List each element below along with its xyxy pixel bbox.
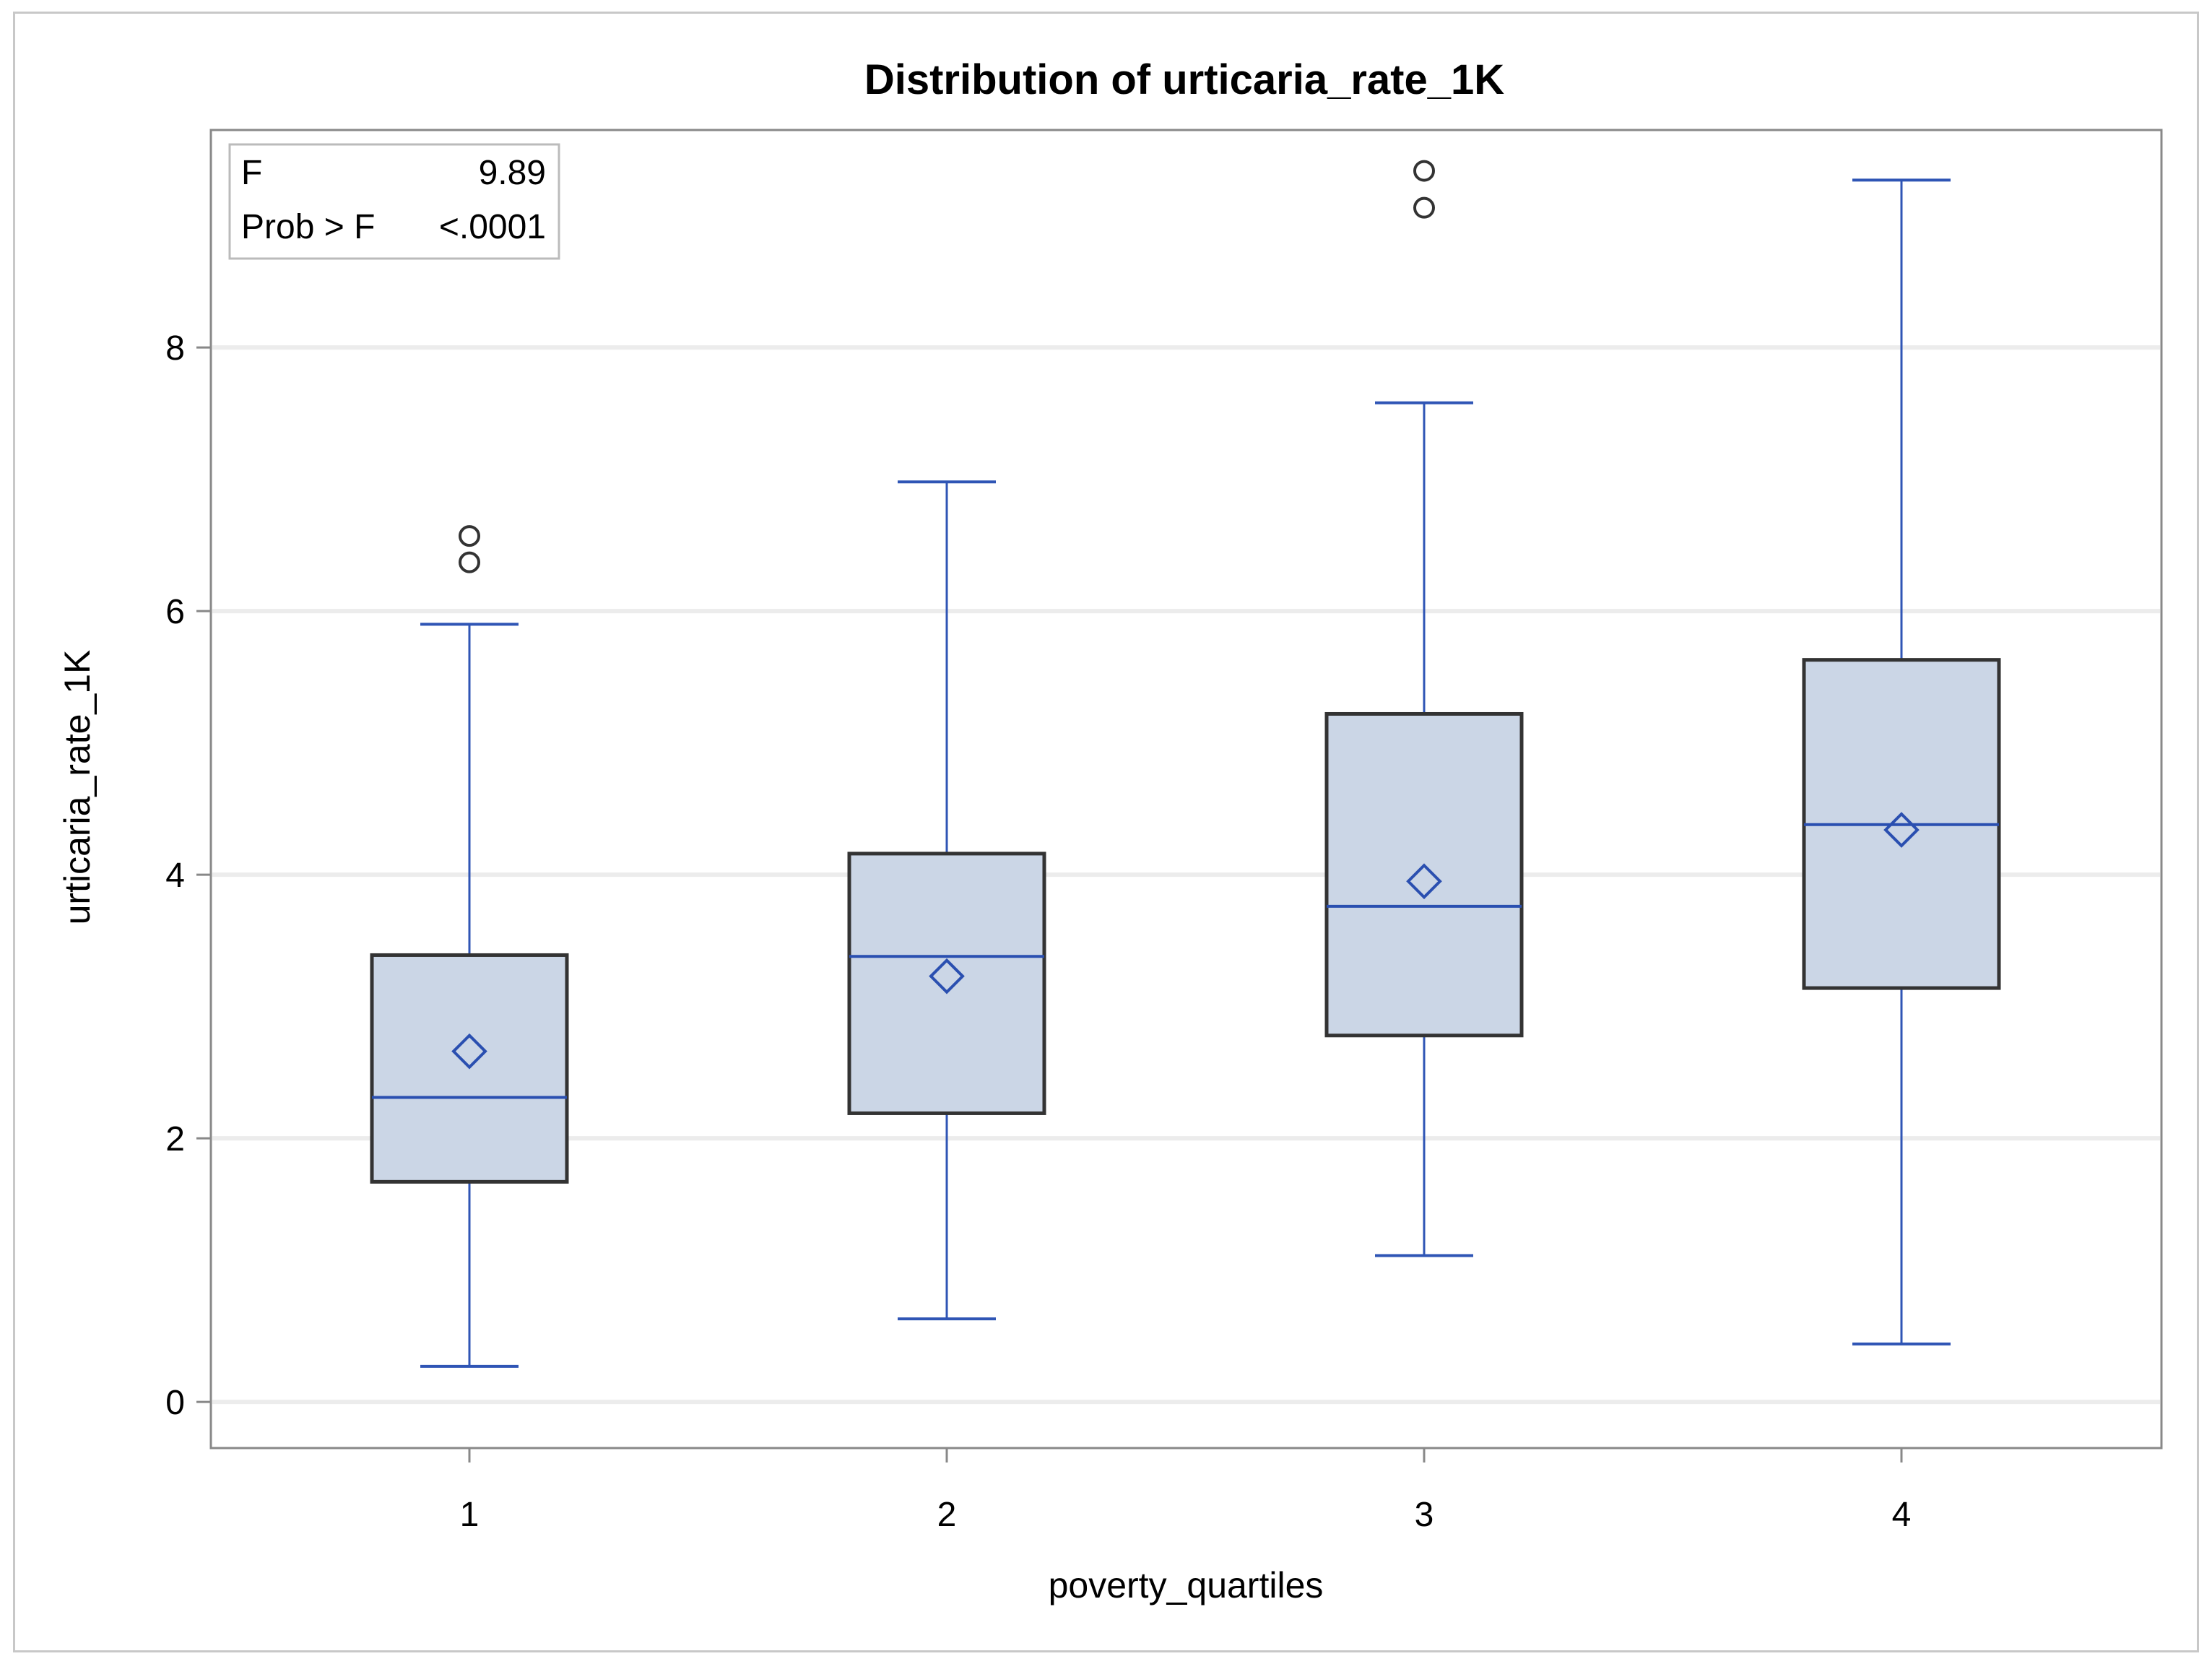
box-group-4 <box>1802 178 2001 1346</box>
outlier-point <box>1413 196 1435 219</box>
outlier-point <box>459 525 480 547</box>
stats-inset: F 9.89 Prob > F <.0001 <box>228 143 560 260</box>
x-tick-label: 4 <box>1892 1496 1912 1534</box>
outlier-point <box>459 551 480 573</box>
box-group-1 <box>370 525 569 1368</box>
box-group-2 <box>847 480 1046 1321</box>
stats-prob-value: <.0001 <box>439 208 546 246</box>
stats-inset-border <box>228 143 560 260</box>
mean-marker <box>1406 863 1442 900</box>
x-axis: 1 2 3 4 <box>460 1448 1912 1534</box>
y-axis-label: urticaria_rate_1K <box>57 650 97 925</box>
y-tick-label: 0 <box>165 1384 185 1422</box>
iqr-box <box>847 852 1046 1115</box>
x-tick-label: 3 <box>1415 1496 1434 1534</box>
x-tick-label: 2 <box>937 1496 957 1534</box>
x-tick-label: 1 <box>460 1496 480 1534</box>
box-group-3 <box>1324 160 1524 1257</box>
x-axis-label: poverty_quartiles <box>1049 1565 1324 1606</box>
mean-marker <box>451 1033 487 1070</box>
stats-f-label: F <box>241 154 262 192</box>
mean-marker <box>929 958 965 994</box>
y-axis: 0 2 4 6 8 <box>165 329 211 1422</box>
y-tick-label: 2 <box>165 1120 185 1158</box>
mean-marker <box>1883 812 1920 848</box>
outlier-point <box>1413 160 1435 182</box>
y-tick-label: 6 <box>165 593 185 631</box>
iqr-box <box>1324 711 1524 1038</box>
chart-frame <box>13 12 2199 1652</box>
stats-prob-label: Prob > F <box>241 208 375 246</box>
y-tick-label: 4 <box>165 857 185 895</box>
y-tick-label: 8 <box>165 329 185 368</box>
stats-f-value: 9.89 <box>479 154 546 192</box>
plot-area <box>209 129 2163 1450</box>
box-series <box>370 160 2001 1368</box>
chart-title: Distribution of urticaria_rate_1K <box>864 56 1504 103</box>
